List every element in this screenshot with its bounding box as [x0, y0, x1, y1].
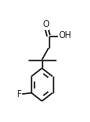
Text: O: O: [42, 20, 49, 29]
Text: F: F: [16, 90, 21, 99]
Text: OH: OH: [58, 31, 72, 40]
